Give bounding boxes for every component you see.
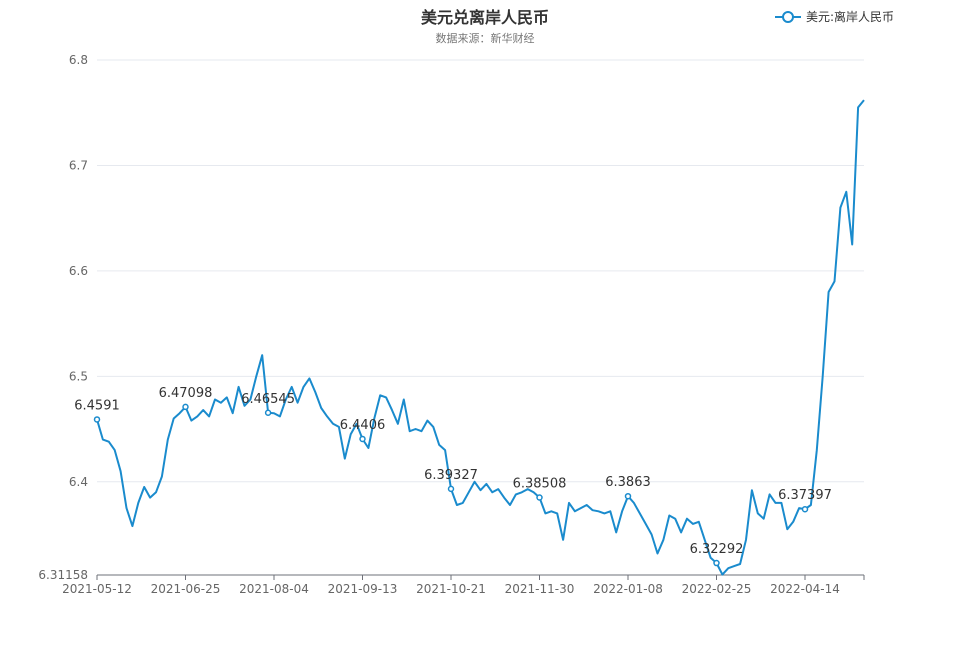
data-label: 6.32292 xyxy=(690,542,744,557)
x-tick-label: 2021-09-13 xyxy=(328,582,398,596)
data-point-marker xyxy=(447,485,455,493)
data-point-marker xyxy=(801,505,809,513)
legend-item[interactable]: 美元:离岸人民币 xyxy=(775,8,894,25)
data-label: 6.3863 xyxy=(605,475,651,490)
x-tick-label: 2022-01-08 xyxy=(593,582,663,596)
x-tick-label: 2021-06-25 xyxy=(151,582,221,596)
x-tick-label: 2021-11-30 xyxy=(505,582,575,596)
data-label: 6.38508 xyxy=(513,477,567,492)
data-label: 6.4406 xyxy=(340,418,386,433)
data-point-marker xyxy=(264,409,272,417)
y-tick-label: 6.5 xyxy=(69,369,88,383)
data-label: 6.37397 xyxy=(778,488,832,503)
x-tick-label: 2022-04-14 xyxy=(770,582,840,596)
x-tick-label: 2022-02-25 xyxy=(682,582,752,596)
data-point-marker xyxy=(93,416,101,423)
series-line xyxy=(96,99,865,576)
data-point-marker xyxy=(713,559,720,567)
x-tick-label: 2021-08-04 xyxy=(239,582,309,596)
data-point-marker xyxy=(624,492,632,500)
data-label: 6.39327 xyxy=(424,468,478,483)
y-tick-label: 6.7 xyxy=(69,158,88,172)
data-label: 6.47098 xyxy=(159,386,213,401)
data-point-marker xyxy=(182,403,189,411)
legend-label: 美元:离岸人民币 xyxy=(806,10,895,24)
y-tick-label: 6.8 xyxy=(69,53,88,67)
chart-subtitle: 数据来源：新华财经 xyxy=(435,32,535,45)
chart-title: 美元兑离岸人民币 xyxy=(420,8,549,27)
legend-line-marker-icon xyxy=(775,10,801,23)
data-point-marker xyxy=(536,494,543,501)
x-tick-label: 2021-10-21 xyxy=(416,582,486,596)
data-point-marker xyxy=(359,435,366,443)
y-tick-label: 6.6 xyxy=(69,264,88,278)
y-tick-label: 6.31158 xyxy=(38,568,88,582)
y-tick-label: 6.4 xyxy=(69,475,88,489)
x-tick-label: 2021-05-12 xyxy=(62,582,132,596)
data-label: 6.4591 xyxy=(74,398,120,413)
data-label: 6.46545 xyxy=(241,392,295,407)
